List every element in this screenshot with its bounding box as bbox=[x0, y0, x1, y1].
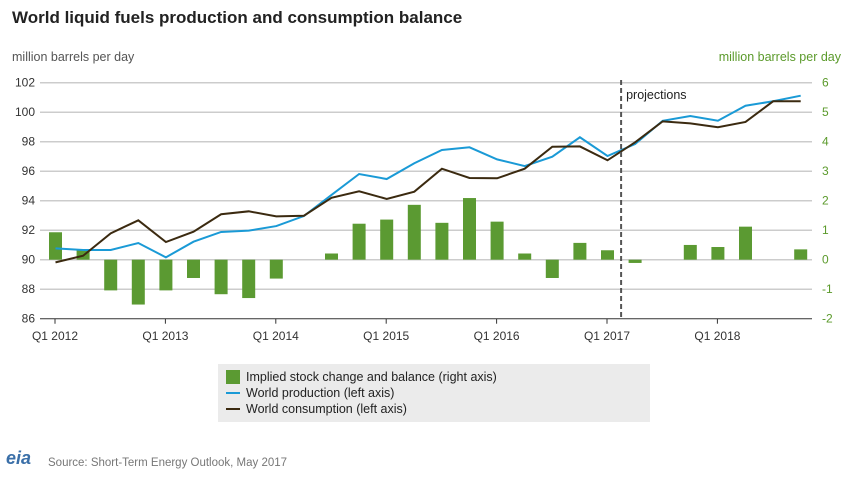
x-tick-label: Q1 2014 bbox=[253, 329, 299, 343]
left-tick-label: 94 bbox=[22, 194, 36, 208]
bar-stock-change bbox=[380, 219, 394, 260]
x-tick-label: Q1 2012 bbox=[32, 329, 78, 343]
right-axis-label: million barrels per day bbox=[718, 50, 841, 64]
line-world-production bbox=[55, 94, 801, 259]
bar-stock-change bbox=[407, 204, 421, 260]
chart-title: World liquid fuels production and consum… bbox=[12, 8, 463, 27]
bar-stock-change bbox=[435, 222, 449, 260]
x-tick-label: Q1 2016 bbox=[474, 329, 520, 343]
left-tick-label: 102 bbox=[15, 76, 35, 90]
bar-stock-change bbox=[711, 247, 725, 260]
right-tick-label: 3 bbox=[822, 164, 829, 178]
legend-swatch-bar bbox=[226, 370, 240, 384]
bar-stock-change bbox=[242, 259, 256, 299]
left-tick-label: 100 bbox=[15, 105, 35, 119]
bar-stock-change bbox=[518, 253, 532, 260]
legend-swatch-line bbox=[226, 392, 240, 394]
bar-stock-change bbox=[352, 223, 366, 260]
left-tick-label: 90 bbox=[22, 253, 36, 267]
right-tick-label: -1 bbox=[822, 282, 833, 296]
legend-label: Implied stock change and balance (right … bbox=[246, 370, 497, 384]
legend-item-production: World production (left axis) bbox=[226, 386, 394, 400]
legend-label: World consumption (left axis) bbox=[246, 402, 407, 416]
bar-stock-change bbox=[794, 249, 808, 260]
bar-stock-change bbox=[545, 259, 559, 278]
right-tick-label: 1 bbox=[822, 223, 829, 237]
bar-stock-change bbox=[104, 259, 118, 291]
left-tick-label: 92 bbox=[22, 223, 36, 237]
bar-stock-change bbox=[159, 259, 173, 291]
left-tick-label: 86 bbox=[22, 312, 36, 326]
left-axis-label: million barrels per day bbox=[12, 50, 135, 64]
right-tick-label: -2 bbox=[822, 312, 833, 326]
legend-item-consumption: World consumption (left axis) bbox=[226, 402, 407, 416]
legend-label: World production (left axis) bbox=[246, 386, 395, 400]
bar-stock-change bbox=[187, 259, 200, 278]
bar-stock-change bbox=[214, 259, 228, 295]
legend-item-stock: Implied stock change and balance (right … bbox=[226, 370, 497, 384]
bar-stock-change bbox=[269, 259, 283, 279]
x-tick-label: Q1 2018 bbox=[694, 329, 740, 343]
left-tick-label: 96 bbox=[22, 164, 36, 178]
bar-stock-change bbox=[683, 244, 697, 260]
bar-stock-change bbox=[490, 221, 504, 260]
left-tick-label: 88 bbox=[22, 282, 36, 296]
x-tick-label: Q1 2017 bbox=[584, 329, 630, 343]
bar-stock-change bbox=[131, 259, 145, 305]
left-tick-label: 98 bbox=[22, 135, 36, 149]
bar-stock-change bbox=[325, 253, 338, 260]
projection-label: projections bbox=[626, 88, 686, 102]
x-tick-label: Q1 2013 bbox=[142, 329, 188, 343]
bar-stock-change bbox=[628, 259, 642, 263]
right-tick-label: 2 bbox=[822, 194, 829, 208]
legend: Implied stock change and balance (right … bbox=[218, 364, 650, 422]
legend-swatch-line bbox=[226, 408, 240, 410]
right-tick-label: 6 bbox=[822, 76, 829, 90]
bar-stock-change bbox=[739, 226, 752, 260]
bar-stock-change bbox=[49, 232, 62, 260]
bar-stock-change bbox=[463, 198, 476, 260]
right-tick-label: 4 bbox=[822, 135, 829, 149]
bar-stock-change bbox=[573, 242, 587, 260]
x-tick-label: Q1 2015 bbox=[363, 329, 409, 343]
right-tick-label: 5 bbox=[822, 105, 829, 119]
eia-logo: eia bbox=[6, 448, 32, 468]
line-world-consumption bbox=[55, 100, 801, 264]
right-tick-label: 0 bbox=[822, 253, 829, 267]
source-note: Source: Short-Term Energy Outlook, May 2… bbox=[48, 457, 288, 469]
bar-stock-change bbox=[601, 250, 614, 260]
